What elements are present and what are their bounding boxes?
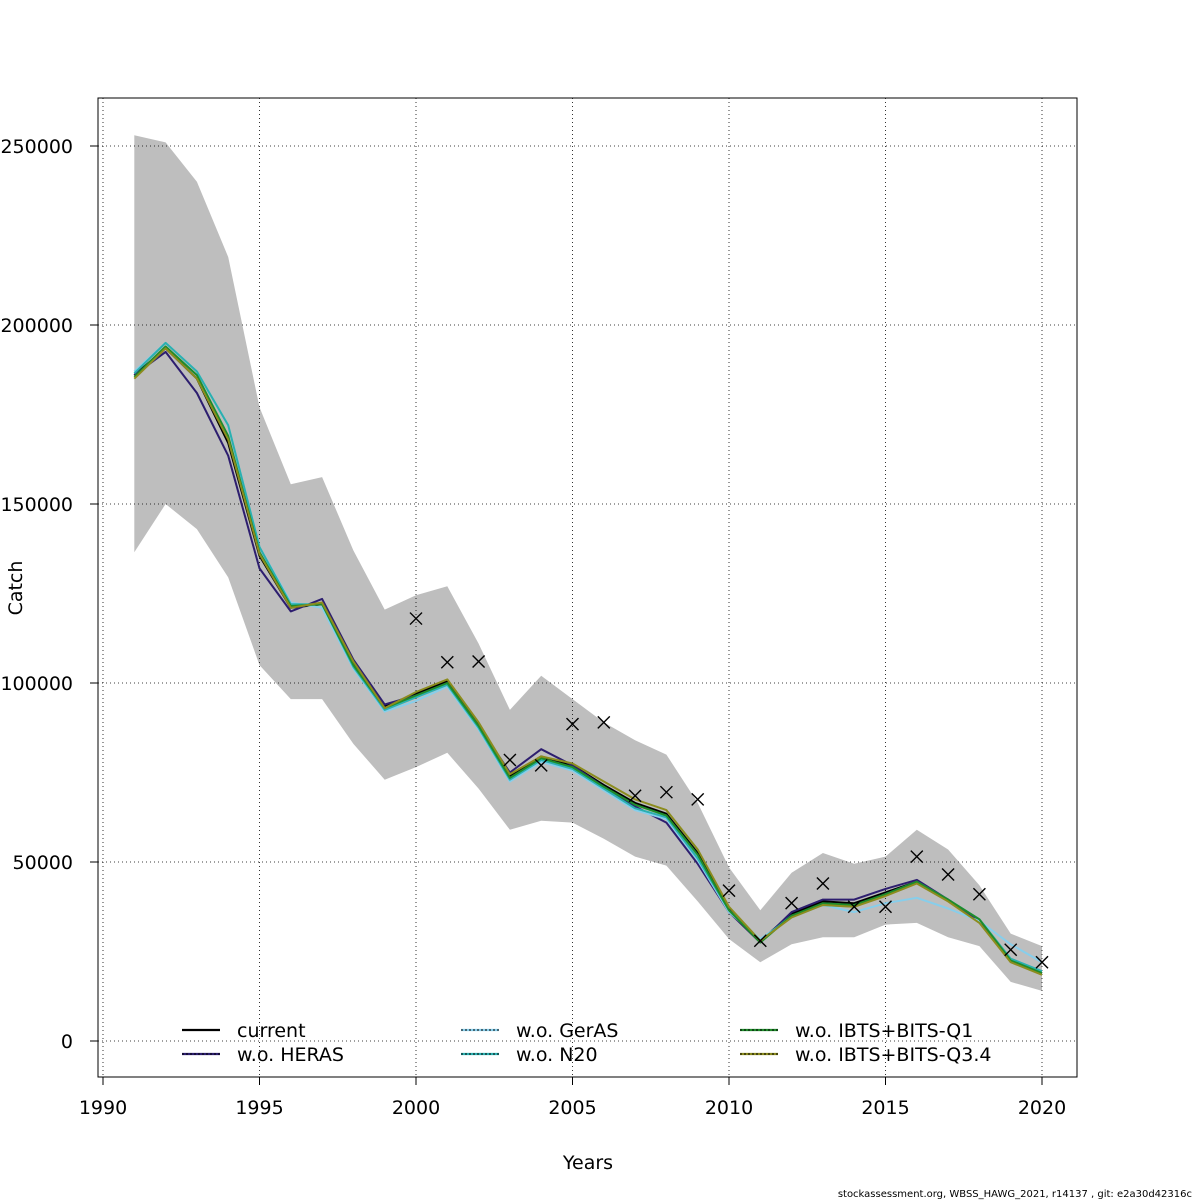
observation-point — [503, 753, 517, 767]
observation-point — [910, 850, 924, 864]
observation-point — [691, 792, 705, 806]
observation-stroke — [785, 896, 799, 910]
observation-stroke — [659, 785, 673, 799]
observation-point — [1004, 943, 1018, 957]
x-tick-label: 2010 — [705, 1097, 753, 1119]
observation-point — [879, 900, 892, 914]
confidence-band-layer — [134, 135, 1043, 991]
observation-stroke — [1004, 943, 1018, 957]
axis-layer: 1990 1995 2000 2005 2010 2015 2020 0 50000 100000… — [0, 97, 1078, 1119]
observation-stroke — [816, 876, 830, 890]
y-tick-label: 100000 — [0, 673, 73, 695]
observations-layer — [409, 612, 1049, 969]
footer-credit: stockassessment.org, WBSS_HAWG_2021, r14… — [837, 1189, 1192, 1200]
observation-point — [816, 876, 830, 890]
legend-item: w.o. GerAS — [461, 1020, 619, 1042]
y-tick-label: 150000 — [0, 494, 73, 516]
x-axis-label: Years — [562, 1152, 613, 1174]
x-tick-label: 1995 — [235, 1097, 283, 1119]
observation-stroke — [879, 900, 892, 914]
observation-point — [659, 785, 673, 799]
observation-point — [409, 612, 423, 626]
legend-label: current — [237, 1020, 306, 1042]
x-tick-label: 1990 — [79, 1097, 127, 1119]
legend-item: w.o. IBTS+BITS-Q1 — [740, 1020, 973, 1042]
observation-point — [534, 758, 548, 772]
observation-point — [753, 934, 767, 948]
observation-point — [941, 868, 955, 882]
legend-item: current — [182, 1020, 306, 1042]
observation-stroke — [503, 753, 517, 767]
legend-label: w.o. N20 — [516, 1044, 598, 1066]
legend-label: w.o. GerAS — [516, 1020, 619, 1042]
observation-point — [722, 884, 736, 898]
series-line-5 — [133, 347, 1043, 976]
legend-item: w.o. IBTS+BITS-Q3.4 — [740, 1044, 991, 1066]
observation-point — [566, 717, 579, 731]
x-tick-label: 2015 — [861, 1097, 909, 1119]
observation-stroke — [597, 715, 611, 729]
x-tick-label: 2005 — [548, 1097, 596, 1119]
observation-stroke — [440, 655, 454, 669]
observation-stroke — [534, 758, 548, 772]
observation-point — [628, 789, 642, 803]
legend-item: w.o. N20 — [461, 1044, 598, 1066]
observation-stroke — [722, 884, 736, 898]
observation-point — [440, 655, 454, 669]
observation-point — [847, 900, 861, 914]
observation-stroke — [972, 887, 986, 901]
observation-stroke — [753, 934, 767, 948]
observation-stroke — [941, 868, 955, 882]
legend-label: w.o. HERAS — [237, 1044, 344, 1066]
y-tick-label: 200000 — [0, 315, 73, 337]
observation-stroke — [910, 850, 924, 864]
observation-point — [785, 896, 799, 910]
observation-stroke — [628, 789, 642, 803]
legend-item: w.o. HERAS — [182, 1044, 344, 1066]
y-tick-label: 50000 — [13, 852, 73, 874]
y-axis-label: Catch — [5, 561, 27, 616]
observation-point — [472, 655, 486, 669]
observation-stroke — [409, 612, 423, 626]
observation-stroke — [691, 792, 705, 806]
observation-stroke — [847, 900, 861, 914]
x-tick-label: 2020 — [1018, 1097, 1066, 1119]
x-tick-label: 2000 — [392, 1097, 440, 1119]
y-tick-label: 0 — [61, 1031, 73, 1053]
legend-label: w.o. IBTS+BITS-Q3.4 — [795, 1044, 991, 1066]
legend-label: w.o. IBTS+BITS-Q1 — [795, 1020, 973, 1042]
confidence-band — [134, 135, 1043, 991]
observation-stroke — [472, 655, 486, 669]
observation-point — [597, 715, 611, 729]
observation-point — [1035, 955, 1049, 969]
series-layer — [133, 341, 1043, 976]
observation-point — [972, 887, 986, 901]
y-tick-label: 250000 — [0, 136, 73, 158]
observation-stroke — [1035, 955, 1049, 969]
observation-stroke — [566, 717, 579, 731]
